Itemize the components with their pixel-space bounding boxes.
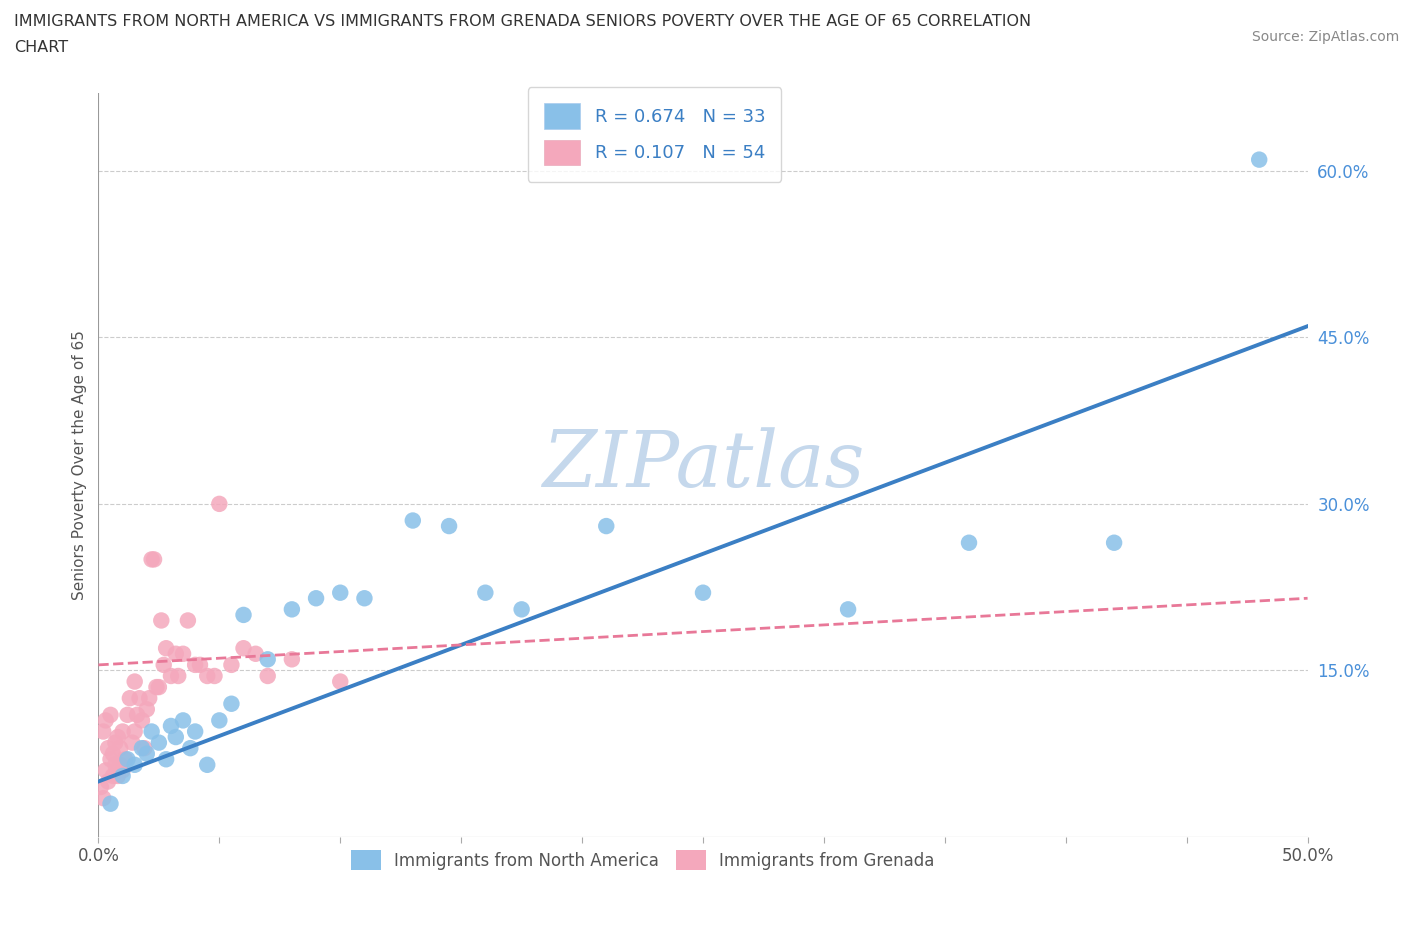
Point xyxy=(118,691,141,706)
Point xyxy=(111,724,134,739)
Point xyxy=(148,736,170,751)
Point xyxy=(94,763,117,777)
Point xyxy=(165,730,187,745)
Point xyxy=(131,740,153,755)
Point xyxy=(150,613,173,628)
Point xyxy=(91,790,114,805)
Point xyxy=(208,497,231,512)
Point xyxy=(91,724,114,739)
Point xyxy=(152,658,174,672)
Text: CHART: CHART xyxy=(14,40,67,55)
Point xyxy=(148,680,170,695)
Point xyxy=(107,768,129,783)
Point xyxy=(101,768,124,783)
Point xyxy=(160,719,183,734)
Point xyxy=(232,607,254,622)
Point xyxy=(155,751,177,766)
Point xyxy=(1102,536,1125,551)
Point xyxy=(97,740,120,755)
Point xyxy=(195,757,218,772)
Point xyxy=(145,680,167,695)
Point xyxy=(107,730,129,745)
Point xyxy=(121,736,143,751)
Point xyxy=(221,658,243,672)
Point xyxy=(124,724,146,739)
Point xyxy=(141,551,163,566)
Point xyxy=(104,757,127,772)
Text: IMMIGRANTS FROM NORTH AMERICA VS IMMIGRANTS FROM GRENADA SENIORS POVERTY OVER TH: IMMIGRANTS FROM NORTH AMERICA VS IMMIGRA… xyxy=(14,14,1031,29)
Point xyxy=(138,691,160,706)
Point xyxy=(402,513,425,528)
Point xyxy=(135,702,157,717)
Point xyxy=(160,669,183,684)
Point xyxy=(155,641,177,656)
Point xyxy=(111,768,134,783)
Text: Source: ZipAtlas.com: Source: ZipAtlas.com xyxy=(1251,30,1399,44)
Legend: Immigrants from North America, Immigrants from Grenada: Immigrants from North America, Immigrant… xyxy=(344,844,941,877)
Point xyxy=(134,740,156,755)
Point xyxy=(97,774,120,789)
Point xyxy=(256,652,278,667)
Point xyxy=(167,669,190,684)
Point xyxy=(128,691,150,706)
Point xyxy=(131,713,153,728)
Point xyxy=(90,779,112,794)
Point xyxy=(692,585,714,600)
Point xyxy=(281,652,304,667)
Point xyxy=(957,536,980,551)
Point xyxy=(329,674,352,689)
Point xyxy=(100,708,122,723)
Point xyxy=(595,519,617,534)
Point xyxy=(281,602,304,617)
Point xyxy=(117,751,139,766)
Point xyxy=(108,740,131,755)
Point xyxy=(305,591,328,605)
Point xyxy=(100,751,122,766)
Point xyxy=(184,658,207,672)
Text: ZIPatlas: ZIPatlas xyxy=(541,427,865,503)
Point xyxy=(188,658,211,672)
Point xyxy=(135,746,157,761)
Point xyxy=(101,746,124,761)
Point xyxy=(195,669,218,684)
Point xyxy=(111,763,134,777)
Point xyxy=(510,602,533,617)
Point xyxy=(329,585,352,600)
Point xyxy=(232,641,254,656)
Point xyxy=(124,757,146,772)
Point xyxy=(221,697,243,711)
Point xyxy=(141,724,163,739)
Point xyxy=(1249,153,1271,167)
Point xyxy=(256,669,278,684)
Point xyxy=(184,724,207,739)
Point xyxy=(437,519,460,534)
Point xyxy=(204,669,226,684)
Point xyxy=(108,757,131,772)
Point xyxy=(172,646,194,661)
Point xyxy=(245,646,267,661)
Y-axis label: Seniors Poverty Over the Age of 65: Seniors Poverty Over the Age of 65 xyxy=(72,330,87,600)
Point xyxy=(124,674,146,689)
Point xyxy=(117,708,139,723)
Point xyxy=(474,585,496,600)
Point xyxy=(177,613,200,628)
Point xyxy=(127,708,149,723)
Point xyxy=(179,740,201,755)
Point xyxy=(94,713,117,728)
Point xyxy=(165,646,187,661)
Point xyxy=(172,713,194,728)
Point xyxy=(353,591,375,605)
Point xyxy=(100,796,122,811)
Point xyxy=(208,713,231,728)
Point xyxy=(114,751,136,766)
Point xyxy=(104,736,127,751)
Point xyxy=(143,551,166,566)
Point xyxy=(837,602,859,617)
